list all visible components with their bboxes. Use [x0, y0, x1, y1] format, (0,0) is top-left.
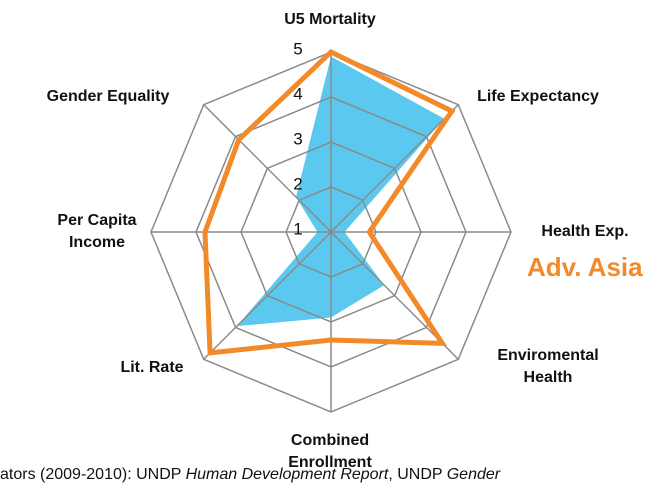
tick-label: 4	[293, 84, 302, 103]
category-label: U5 Mortality	[284, 11, 376, 28]
source-text: ators (2009-2010): UNDP	[0, 466, 186, 483]
tick-label: 5	[293, 39, 302, 58]
axis-spoke	[203, 231, 332, 360]
category-label: Health Exp.	[541, 223, 629, 240]
category-label: Enviromental Health	[497, 347, 599, 386]
category-label: Gender Equality	[46, 88, 170, 105]
category-label: Combined Enrollment	[288, 432, 372, 471]
axis-spoke	[330, 104, 459, 233]
category-label: Per Capita Income	[57, 212, 137, 251]
source-text: Gender	[446, 466, 501, 483]
category-label: Life Expectancy	[477, 88, 599, 105]
tick-label: 1	[293, 219, 302, 238]
series-line	[202, 48, 456, 356]
legend-entry: Adv. Asia	[527, 251, 643, 282]
tick-label: 2	[293, 174, 302, 193]
tick-label: 3	[293, 129, 302, 148]
category-label: Lit. Rate	[120, 359, 184, 376]
source-text: , UNDP	[388, 466, 447, 483]
axis-spoke	[203, 104, 332, 233]
source-note: ators (2009-2010): UNDP Human Developmen…	[0, 466, 500, 484]
source-text: Human Development Report	[185, 466, 389, 483]
